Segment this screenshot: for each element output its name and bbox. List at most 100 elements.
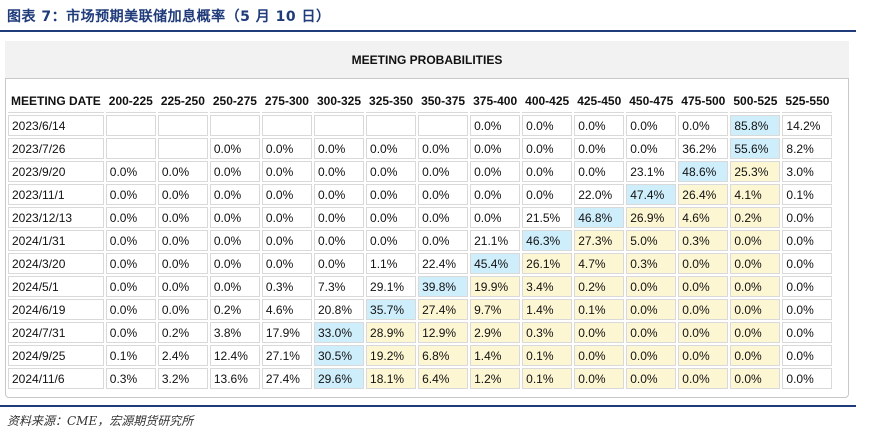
- probability-cell: 0.0%: [782, 322, 833, 343]
- meeting-date-cell: 2024/11/6: [8, 368, 104, 389]
- probability-cell: 1.2%: [470, 368, 521, 389]
- probability-cell: 55.6%: [730, 138, 781, 159]
- probability-cell: [105, 115, 156, 136]
- probability-cell: [313, 115, 365, 136]
- probability-cell: 0.0%: [626, 299, 677, 320]
- probability-cell: 0.1%: [105, 345, 156, 366]
- probability-cell: 0.0%: [418, 230, 469, 251]
- probability-cell: 0.0%: [678, 115, 729, 136]
- probability-cell: 0.0%: [261, 184, 312, 205]
- probability-cell: [418, 115, 469, 136]
- meeting-date-cell: 2023/7/26: [8, 138, 104, 159]
- probability-cell: 0.0%: [261, 207, 312, 228]
- probability-cell: 0.0%: [157, 207, 208, 228]
- probability-cell: [209, 115, 260, 136]
- probability-cell: 0.0%: [470, 207, 521, 228]
- probability-cell: 0.0%: [366, 184, 417, 205]
- probability-cell: 0.0%: [574, 368, 625, 389]
- meeting-date-cell: 2024/1/31: [8, 230, 104, 251]
- probability-cell: 0.0%: [209, 230, 260, 251]
- probability-cell: 0.0%: [574, 322, 625, 343]
- bottom-rule: [0, 405, 856, 407]
- probability-cell: 0.1%: [522, 345, 573, 366]
- probability-cell: 0.0%: [730, 345, 781, 366]
- column-header-rate-range: 475-500: [678, 90, 729, 113]
- probability-cell: [261, 115, 312, 136]
- probability-cell: 0.0%: [209, 161, 260, 182]
- probability-cell: 0.0%: [209, 138, 260, 159]
- probability-cell: 0.0%: [209, 253, 260, 274]
- probability-cell: 0.0%: [782, 345, 833, 366]
- probability-cell: 0.3%: [626, 253, 677, 274]
- probability-cell: [157, 138, 208, 159]
- probability-cell: 36.2%: [678, 138, 729, 159]
- column-header-meeting-date: MEETING DATE: [8, 90, 104, 113]
- figure-title: 图表 7：市场预期美联储加息概率（5 月 10 日）: [7, 9, 331, 25]
- probability-cell: 29.6%: [313, 368, 365, 389]
- probability-cell: 25.3%: [730, 161, 781, 182]
- probability-cell: 0.0%: [157, 230, 208, 251]
- probability-cell: 39.8%: [418, 276, 469, 297]
- probability-cell: 0.1%: [574, 299, 625, 320]
- probability-table: MEETING DATE 200-225 225-250 250-275 275-300…: [6, 88, 834, 391]
- probability-cell: 22.4%: [418, 253, 469, 274]
- probability-cell: 29.1%: [366, 276, 417, 297]
- probability-cell: 0.0%: [678, 276, 729, 297]
- probability-cell: 0.0%: [470, 138, 521, 159]
- probability-cell: 4.6%: [678, 207, 729, 228]
- probability-cell: 21.1%: [470, 230, 521, 251]
- probability-cell: 12.9%: [418, 322, 469, 343]
- probability-cell: 0.0%: [470, 161, 521, 182]
- table-row: 2024/6/19 0.0% 0.0% 0.2% 4.6% 20.8% 35.7% 27.4%…: [8, 299, 833, 320]
- column-header-rate-range: 425-450: [574, 90, 625, 113]
- column-header-rate-range: 225-250: [157, 90, 208, 113]
- probability-cell: 0.0%: [522, 161, 573, 182]
- probability-cell: 46.8%: [574, 207, 625, 228]
- probability-cell: 33.0%: [313, 322, 365, 343]
- table-row: 2024/7/31 0.0% 0.2% 3.8% 17.9% 33.0% 28.9% 12.9…: [8, 322, 833, 343]
- probability-cell: 0.0%: [678, 345, 729, 366]
- probability-cell: 0.0%: [366, 230, 417, 251]
- probability-cell: 0.0%: [626, 138, 677, 159]
- probability-cell: 0.0%: [105, 322, 156, 343]
- column-header-rate-range: 300-325: [313, 90, 365, 113]
- probability-cell: 3.0%: [782, 161, 833, 182]
- probability-cell: 3.8%: [209, 322, 260, 343]
- probability-cell: 0.0%: [105, 207, 156, 228]
- probability-cell: 85.8%: [730, 115, 781, 136]
- probability-cell: 19.9%: [470, 276, 521, 297]
- probability-cell: 26.1%: [522, 253, 573, 274]
- probability-cell: 0.0%: [209, 207, 260, 228]
- probability-cell: 1.1%: [366, 253, 417, 274]
- probability-cell: 0.0%: [782, 230, 833, 251]
- column-header-rate-range: 350-375: [418, 90, 469, 113]
- probability-cell: 0.0%: [105, 253, 156, 274]
- probability-cell: 28.9%: [366, 322, 417, 343]
- probability-cell: 0.0%: [678, 253, 729, 274]
- probability-cell: 0.0%: [626, 345, 677, 366]
- probability-cell: 47.4%: [626, 184, 677, 205]
- probability-cell: 0.0%: [730, 253, 781, 274]
- table-row: 2024/1/31 0.0% 0.0% 0.0% 0.0% 0.0% 0.0% 0.0% 21.…: [8, 230, 833, 251]
- probability-cell: 0.3%: [261, 276, 312, 297]
- probability-cell: 27.3%: [574, 230, 625, 251]
- probability-cell: 0.0%: [105, 276, 156, 297]
- table-row: 2023/9/20 0.0% 0.0% 0.0% 0.0% 0.0% 0.0% 0.0% 0.0…: [8, 161, 833, 182]
- probability-cell: 0.0%: [313, 184, 365, 205]
- probability-cell: 1.4%: [470, 345, 521, 366]
- meeting-date-cell: 2023/6/14: [8, 115, 104, 136]
- probability-cell: 6.8%: [418, 345, 469, 366]
- column-header-rate-range: 525-550: [782, 90, 833, 113]
- probability-cell: 27.1%: [261, 345, 312, 366]
- probability-cell: 0.0%: [157, 299, 208, 320]
- probability-cell: 0.0%: [782, 207, 833, 228]
- meeting-date-cell: 2024/7/31: [8, 322, 104, 343]
- title-rule: [0, 30, 856, 32]
- probability-cell: 0.0%: [157, 253, 208, 274]
- column-header-rate-range: 200-225: [105, 90, 156, 113]
- probability-cell: 0.0%: [418, 184, 469, 205]
- probability-cell: 35.7%: [366, 299, 417, 320]
- column-header-rate-range: 325-350: [366, 90, 417, 113]
- column-header-rate-range: 450-475: [626, 90, 677, 113]
- column-header-rate-range: 500-525: [730, 90, 781, 113]
